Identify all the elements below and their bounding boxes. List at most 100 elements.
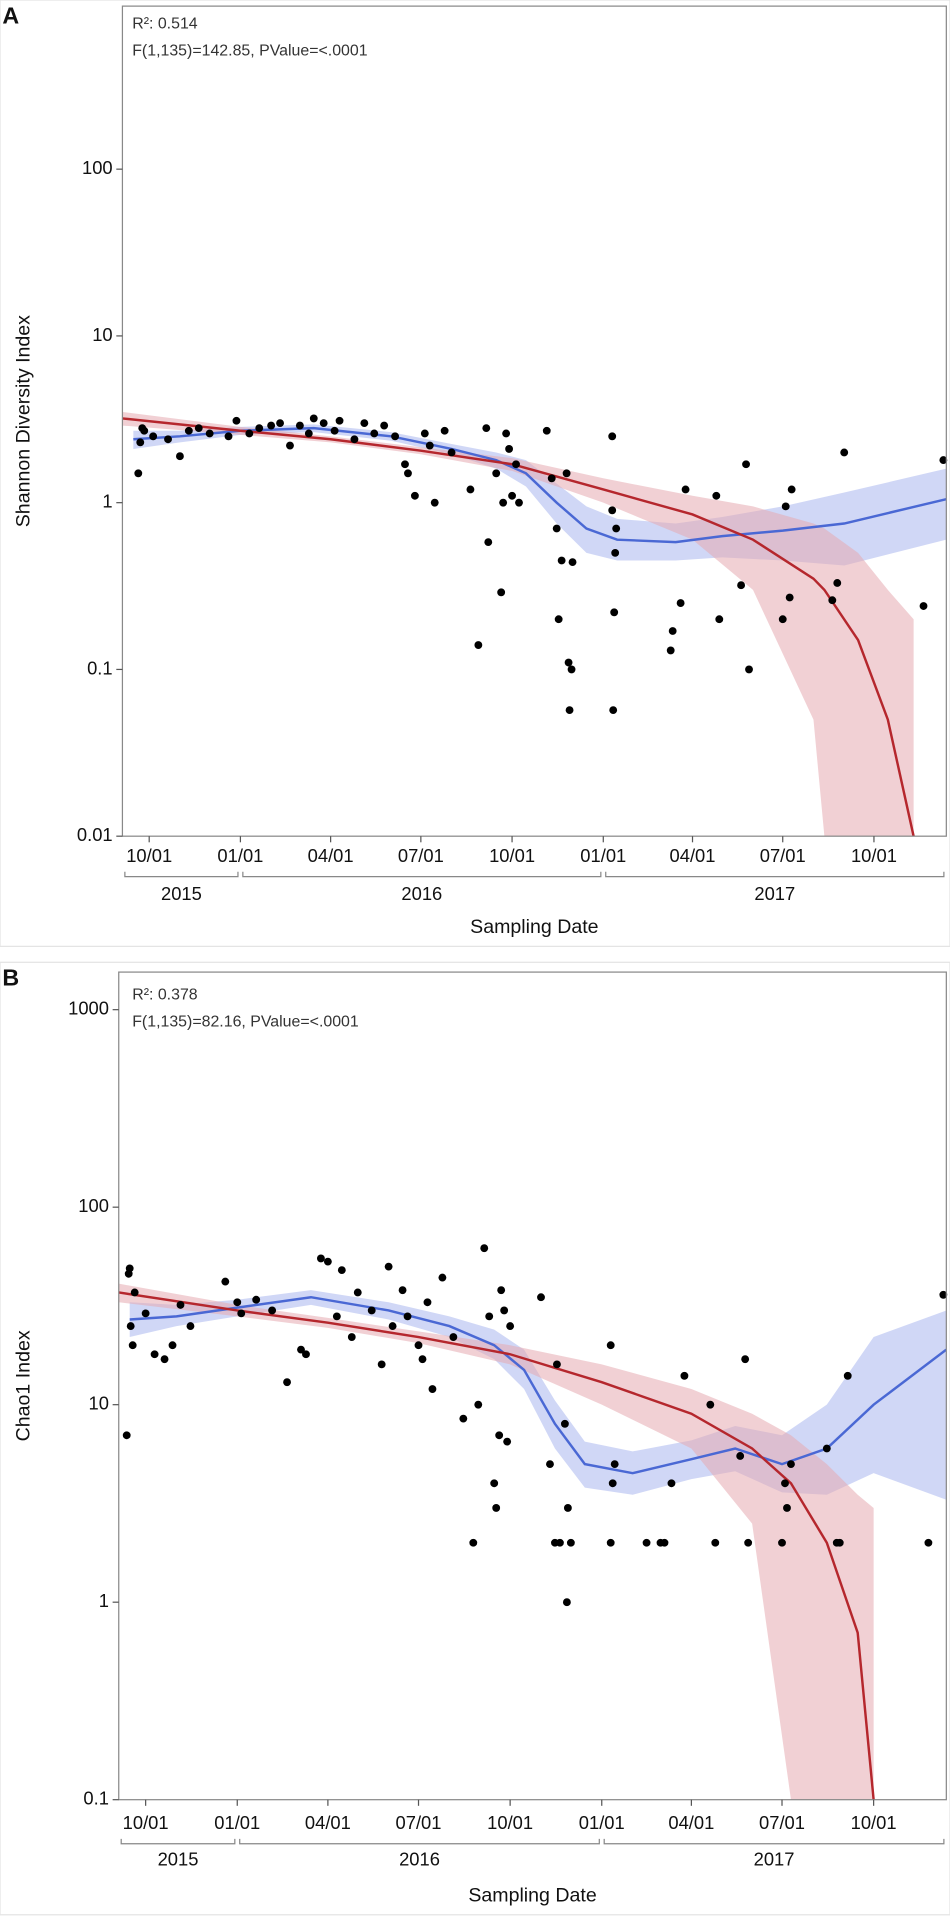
data-point bbox=[666, 646, 675, 655]
data-point bbox=[370, 429, 379, 438]
data-point bbox=[681, 485, 690, 494]
x-tick-label: 10/01 bbox=[851, 1812, 897, 1833]
data-point bbox=[252, 1295, 261, 1304]
data-point bbox=[286, 441, 294, 450]
data-point bbox=[380, 421, 389, 430]
data-point bbox=[680, 1371, 689, 1380]
x-tick-label: 10/01 bbox=[123, 1812, 169, 1833]
y-tick-label: 1000 bbox=[68, 998, 109, 1019]
data-point bbox=[350, 435, 359, 444]
data-point bbox=[122, 1431, 131, 1440]
data-point bbox=[136, 438, 145, 447]
data-point bbox=[711, 1538, 720, 1547]
annotation: F(1,135)=82.16, PValue=<.0001 bbox=[132, 1013, 359, 1030]
data-point bbox=[337, 1266, 346, 1275]
data-point bbox=[186, 1322, 195, 1331]
data-point bbox=[553, 1360, 561, 1369]
data-point bbox=[410, 491, 419, 500]
y-tick-label: 10 bbox=[92, 324, 112, 345]
data-point bbox=[268, 1306, 277, 1315]
data-point bbox=[556, 1538, 564, 1547]
data-point bbox=[783, 1504, 791, 1512]
confidence-band bbox=[118, 1283, 874, 1800]
fit-line bbox=[122, 417, 915, 837]
data-point bbox=[474, 1400, 483, 1409]
data-point bbox=[414, 1341, 423, 1350]
data-point bbox=[610, 1460, 619, 1469]
x-tick-label: 07/01 bbox=[396, 1812, 442, 1833]
data-point bbox=[184, 426, 193, 435]
x-tick-label: 01/01 bbox=[217, 845, 263, 866]
data-point bbox=[480, 1244, 489, 1253]
data-point bbox=[552, 524, 561, 533]
x-tick-label: 04/01 bbox=[668, 1812, 714, 1833]
data-point bbox=[660, 1538, 669, 1547]
year-bracket bbox=[242, 871, 602, 878]
fit-line bbox=[129, 1295, 947, 1475]
y-axis-label: Chao1 Index bbox=[13, 1330, 35, 1441]
year-label: 2016 bbox=[401, 883, 442, 904]
data-point bbox=[566, 1538, 575, 1547]
data-point bbox=[276, 419, 284, 428]
data-point bbox=[401, 460, 409, 469]
data-point bbox=[939, 456, 948, 465]
data-point bbox=[335, 416, 344, 425]
data-point bbox=[787, 1460, 795, 1469]
data-point bbox=[388, 1322, 397, 1331]
data-point bbox=[428, 1385, 437, 1393]
data-point bbox=[438, 1273, 447, 1282]
data-point bbox=[403, 1312, 412, 1321]
data-point bbox=[125, 1264, 134, 1273]
plot-frame bbox=[121, 5, 947, 837]
year-bracket bbox=[124, 871, 239, 878]
data-point bbox=[367, 1306, 376, 1315]
data-point bbox=[822, 1444, 831, 1453]
data-point bbox=[787, 485, 796, 494]
data-point bbox=[319, 419, 328, 428]
x-tick-label: 04/01 bbox=[305, 1812, 351, 1833]
y-axis-label: Shannon Diversity Index bbox=[13, 315, 35, 527]
data-point bbox=[542, 426, 551, 435]
data-point bbox=[505, 445, 514, 453]
fit-line bbox=[118, 1291, 875, 1800]
year-label: 2015 bbox=[161, 883, 202, 904]
data-point bbox=[778, 615, 787, 624]
x-tick-label: 01/01 bbox=[580, 845, 626, 866]
data-point bbox=[150, 1350, 159, 1359]
data-point bbox=[224, 432, 233, 441]
y-tick-label: 100 bbox=[78, 1195, 109, 1216]
data-point bbox=[360, 419, 369, 428]
data-point bbox=[140, 426, 149, 435]
data-point bbox=[835, 1538, 844, 1547]
data-point bbox=[502, 429, 511, 438]
data-point bbox=[330, 426, 339, 435]
y-tick-label: 1 bbox=[102, 491, 112, 512]
year-bracket bbox=[239, 1838, 600, 1845]
data-point bbox=[221, 1277, 230, 1286]
y-tick-label: 0.01 bbox=[77, 824, 113, 845]
data-point bbox=[608, 506, 617, 515]
data-point bbox=[668, 627, 677, 635]
data-point bbox=[302, 1350, 310, 1359]
data-point bbox=[608, 432, 617, 441]
data-point bbox=[391, 432, 399, 441]
data-point bbox=[546, 1460, 554, 1469]
data-point bbox=[353, 1288, 362, 1297]
data-point bbox=[466, 485, 475, 494]
x-tick-label: 04/01 bbox=[670, 845, 716, 866]
panel-frame bbox=[0, 0, 950, 947]
data-point bbox=[245, 429, 254, 438]
data-point bbox=[497, 1286, 506, 1295]
y-tick-label: 100 bbox=[82, 157, 113, 178]
data-point bbox=[205, 429, 214, 438]
data-point bbox=[237, 1309, 246, 1318]
data-point bbox=[515, 498, 523, 507]
x-tick-label: 10/01 bbox=[126, 845, 172, 866]
data-point bbox=[715, 615, 724, 624]
data-point bbox=[611, 548, 620, 557]
confidence-band bbox=[122, 411, 914, 837]
year-label: 2015 bbox=[158, 1849, 199, 1870]
data-point bbox=[547, 474, 556, 483]
x-tick-label: 07/01 bbox=[759, 1812, 805, 1833]
data-point bbox=[706, 1400, 715, 1409]
